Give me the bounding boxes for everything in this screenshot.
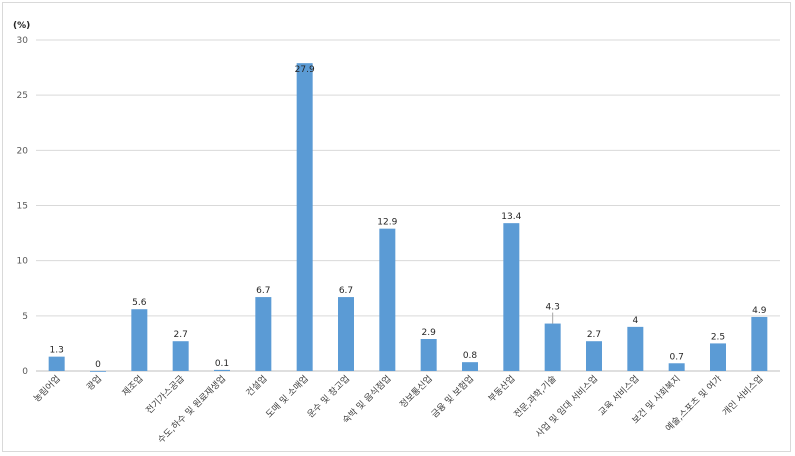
y-tick-label: 5 <box>22 312 28 322</box>
data-label: 0 <box>95 360 101 370</box>
x-tick-label: 전기가스공급 <box>144 373 187 416</box>
data-labels: 1.3 0 5.6 2.7 0.1 6.7 27.9 6.7 12.9 2.9 0.8 13.4 4.3… <box>50 65 767 370</box>
x-tick-label: 개인 서비스업 <box>721 373 766 418</box>
bar <box>544 323 561 371</box>
x-tick-label: 교육 서비스업 <box>597 373 642 418</box>
x-tick-label: 운수 및 창고업 <box>304 373 352 421</box>
y-tick-label: 0 <box>22 367 28 377</box>
bar <box>296 63 313 372</box>
bar <box>214 369 230 371</box>
x-tick-label: 전문,과학,기술 <box>512 373 559 420</box>
data-label: 6.7 <box>339 286 353 296</box>
data-label: 27.9 <box>295 65 315 75</box>
data-label: 2.7 <box>174 330 188 340</box>
bar <box>90 371 106 372</box>
data-label: 12.9 <box>377 218 397 228</box>
bar <box>462 362 478 371</box>
bar <box>751 316 768 371</box>
bar <box>48 356 65 371</box>
y-tick-label: 10 <box>17 257 29 267</box>
y-axis-ticks: 0 5 10 15 20 25 30 <box>17 36 29 377</box>
bar-chart: (%) 0 5 10 15 20 25 30 1.3 0 5.6 2.7 0.1 6.7 27.9 6.7… <box>13 21 780 446</box>
bar <box>338 297 354 371</box>
x-tick-label: 수도,하수 및 원료재생업 <box>155 373 228 446</box>
bar <box>255 297 272 371</box>
x-tick-label: 농림어업 <box>31 373 63 405</box>
y-unit-label: (%) <box>13 21 30 31</box>
x-tick-label: 정보통신업 <box>398 373 435 410</box>
chart-frame: (%) 0 5 10 15 20 25 30 1.3 0 5.6 2.7 0.1 6.7 27.9 6.7… <box>2 2 791 452</box>
data-label: 2.5 <box>711 332 725 342</box>
data-label: 4.9 <box>752 306 767 316</box>
gridlines <box>36 39 780 372</box>
data-label: 2.9 <box>422 328 437 338</box>
x-tick-label: 부동산업 <box>486 373 517 404</box>
bars <box>48 63 768 372</box>
y-tick-label: 20 <box>17 146 29 156</box>
data-label: 13.4 <box>501 212 521 222</box>
x-tick-label: 건설업 <box>244 373 269 398</box>
bar <box>420 339 437 371</box>
x-tick-label: 광업 <box>84 373 104 393</box>
data-label: 4.3 <box>546 303 560 313</box>
x-tick-label: 제조업 <box>120 373 145 398</box>
bar <box>379 228 396 371</box>
data-label: 1.3 <box>50 346 64 356</box>
bar <box>172 341 189 371</box>
y-tick-label: 30 <box>17 36 29 46</box>
bar <box>586 341 602 371</box>
data-label: 0.1 <box>215 359 229 369</box>
data-label: 4 <box>632 316 638 326</box>
y-tick-label: 15 <box>17 202 28 212</box>
data-label: 2.7 <box>587 330 601 340</box>
data-label: 5.6 <box>132 298 147 308</box>
bar <box>503 223 520 371</box>
bar <box>710 343 726 371</box>
bar <box>668 363 685 371</box>
y-tick-label: 25 <box>17 91 28 101</box>
x-tick-label: 도매 및 소매업 <box>263 373 311 421</box>
x-tick-label: 금융 및 보험업 <box>428 373 476 421</box>
bar <box>131 309 148 371</box>
data-label: 0.8 <box>463 351 478 361</box>
data-label: 6.7 <box>256 286 270 296</box>
bar <box>627 326 644 371</box>
data-label: 0.7 <box>670 352 684 362</box>
